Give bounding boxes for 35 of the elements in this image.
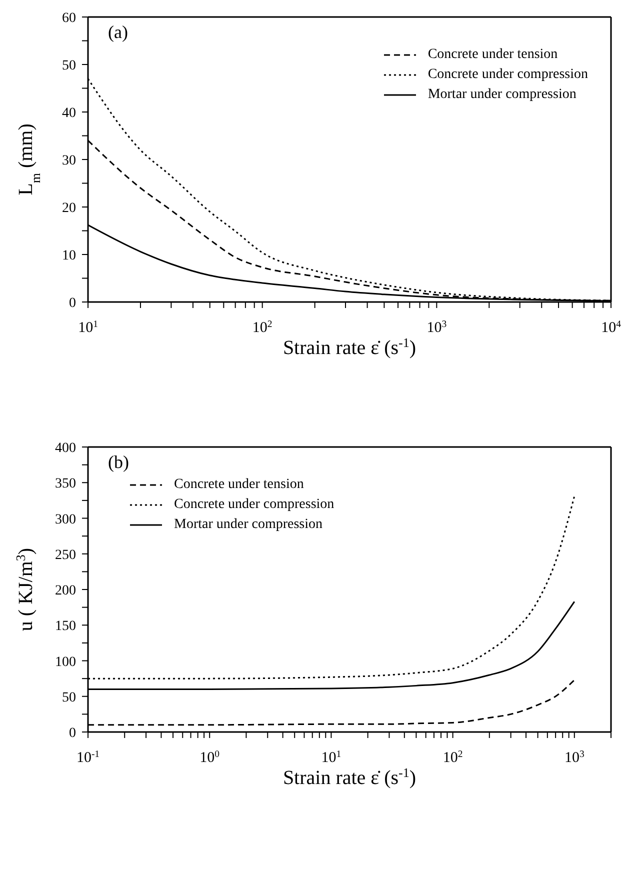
- y-tick-label: 30: [62, 154, 76, 168]
- y-tick-label: 150: [55, 619, 76, 634]
- annotation: (b): [108, 452, 129, 472]
- legend-label: Concrete under compression: [174, 497, 334, 513]
- x-tick-label: 10$^{3}$: [564, 748, 584, 766]
- x-tick-label: 10$^{4}$: [601, 318, 622, 336]
- annotation: (a): [108, 22, 128, 42]
- y-tick-label: 60: [62, 11, 76, 26]
- legend-label: Mortar under compression: [174, 517, 323, 533]
- y-tick-label: 200: [55, 584, 76, 598]
- x-tick-label: 10$^{-1}$: [76, 748, 100, 766]
- legend-label: Concrete under tension: [428, 47, 558, 63]
- x-tick-label: 10$^{2}$: [252, 318, 272, 336]
- y-tick-label: 0: [69, 296, 76, 311]
- legend-label: Mortar under compression: [428, 87, 576, 103]
- y-tick-label: 100: [55, 654, 76, 670]
- y-tick-label: 350: [55, 476, 76, 492]
- y-tick-label: 10: [62, 248, 76, 264]
- y-tick-label: 400: [55, 441, 76, 456]
- x-tick-label: 10$^{1}$: [78, 318, 98, 336]
- legend-label: Concrete under tension: [174, 477, 304, 493]
- x-axis-title: Strain rate ε̇ (s$^{-1}$): [282, 334, 416, 359]
- y-tick-label: 300: [55, 512, 76, 528]
- x-axis-title: Strain rate ε̇ (s$^{-1}$): [282, 764, 416, 789]
- x-tick-label: 10$^{2}$: [442, 748, 463, 766]
- y-tick-label: 50: [62, 690, 76, 706]
- x-tick-label: 10$^{3}$: [426, 318, 447, 336]
- y-tick-label: 20: [62, 201, 76, 216]
- y-tick-label: 40: [62, 106, 76, 121]
- y-tick-label: 50: [62, 58, 76, 74]
- y-tick-label: 250: [55, 548, 76, 563]
- legend-label: Concrete under compression: [428, 67, 588, 83]
- x-tick-label: 10$^{0}$: [200, 748, 220, 766]
- y-tick-label: 0: [69, 726, 76, 741]
- x-tick-label: 10$^{1}$: [321, 748, 342, 766]
